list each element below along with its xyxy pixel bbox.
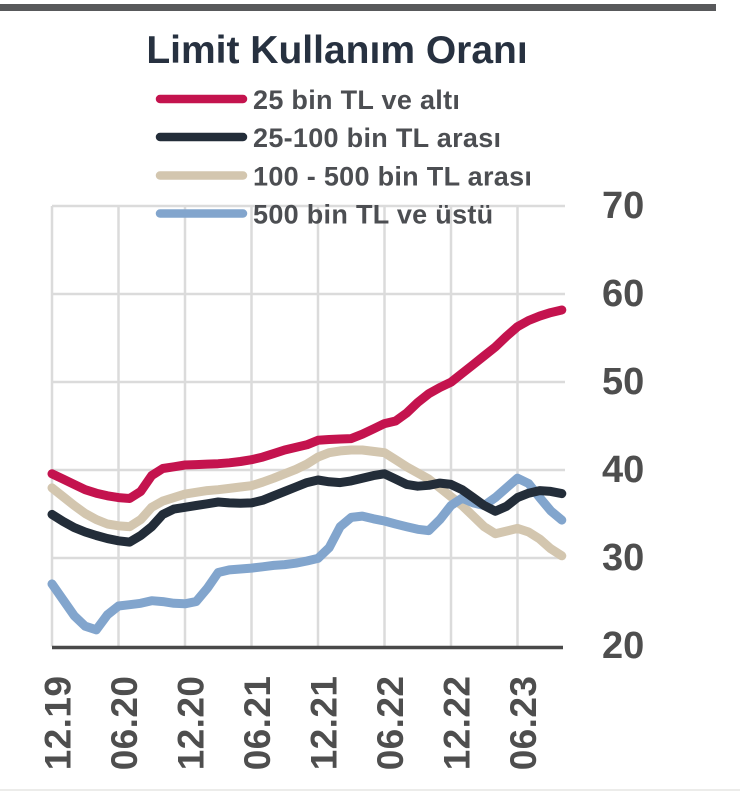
svg-text:25-100 bin TL arası: 25-100 bin TL arası [253,123,501,153]
svg-text:12.21: 12.21 [304,676,345,771]
svg-text:100 - 500 bin TL arası: 100 - 500 bin TL arası [253,162,532,192]
svg-text:25 bin TL ve altı: 25 bin TL ve altı [253,85,460,115]
svg-text:30: 30 [602,537,644,579]
svg-text:12.19: 12.19 [38,676,79,771]
svg-text:Limit Kullanım Oranı: Limit Kullanım Oranı [146,29,527,72]
svg-text:500 bin TL ve üstü: 500 bin TL ve üstü [253,200,493,230]
svg-text:12.22: 12.22 [437,676,478,771]
svg-text:06.22: 06.22 [370,676,411,771]
svg-text:06.20: 06.20 [104,676,145,771]
svg-text:12.20: 12.20 [171,676,212,771]
svg-text:40: 40 [602,449,644,491]
svg-text:06.21: 06.21 [237,676,278,771]
svg-text:50: 50 [602,361,644,403]
svg-text:70: 70 [602,185,644,227]
svg-text:06.23: 06.23 [503,676,544,771]
svg-text:60: 60 [602,273,644,315]
svg-text:20: 20 [602,625,644,667]
